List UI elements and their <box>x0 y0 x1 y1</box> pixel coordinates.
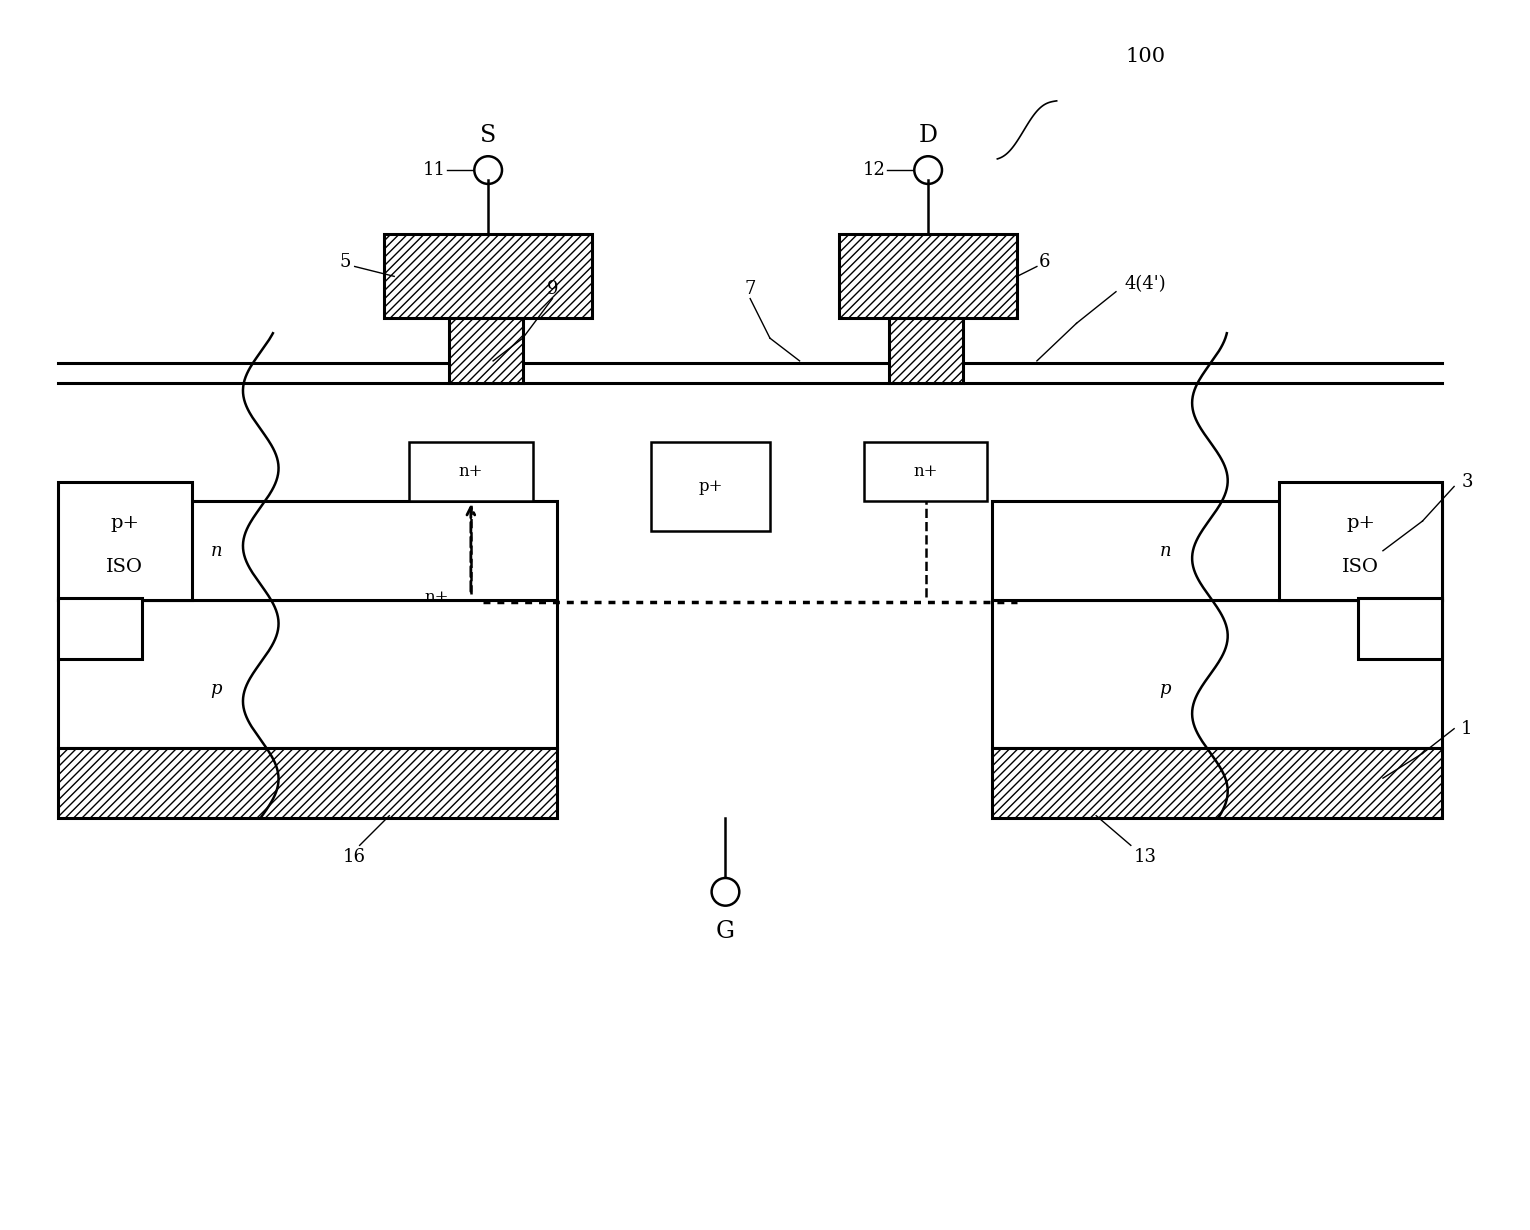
Text: 100: 100 <box>1126 47 1166 66</box>
Text: 9: 9 <box>546 279 558 298</box>
Text: n: n <box>1160 541 1172 560</box>
Text: G: G <box>716 920 734 943</box>
Bar <box>58 598 142 659</box>
Bar <box>1359 598 1443 659</box>
Text: 6: 6 <box>1039 252 1051 271</box>
Bar <box>889 319 962 383</box>
Text: 11: 11 <box>422 161 445 180</box>
Text: 16: 16 <box>343 849 366 866</box>
Bar <box>448 319 523 383</box>
Bar <box>993 600 1443 749</box>
Text: n+: n+ <box>913 464 938 480</box>
Text: S: S <box>480 124 496 146</box>
Text: p: p <box>211 680 222 699</box>
Text: ISO: ISO <box>1342 558 1379 576</box>
Text: 13: 13 <box>1134 849 1157 866</box>
Bar <box>58 502 557 600</box>
Bar <box>864 442 987 502</box>
Text: p: p <box>1160 680 1170 699</box>
Bar <box>838 235 1017 319</box>
Text: ISO: ISO <box>106 558 144 576</box>
Text: 3: 3 <box>1461 472 1473 491</box>
Bar <box>1279 481 1443 600</box>
Text: n+: n+ <box>459 464 483 480</box>
Bar <box>384 235 592 319</box>
Bar <box>993 502 1443 600</box>
Bar <box>58 481 191 600</box>
Text: p+: p+ <box>110 514 139 533</box>
Text: D: D <box>918 124 938 146</box>
Text: 7: 7 <box>745 279 756 298</box>
Bar <box>58 749 557 818</box>
Text: 4(4'): 4(4') <box>1125 274 1166 293</box>
Text: 5: 5 <box>340 252 350 271</box>
Bar <box>652 442 770 531</box>
Bar <box>58 600 557 749</box>
Text: p+: p+ <box>1346 514 1375 533</box>
Text: n: n <box>211 541 222 560</box>
Text: p+: p+ <box>698 478 722 494</box>
Text: 1: 1 <box>1461 720 1473 738</box>
Text: 12: 12 <box>863 161 886 180</box>
Bar <box>993 749 1443 818</box>
Text: n+: n+ <box>424 589 448 605</box>
Bar <box>409 442 532 502</box>
